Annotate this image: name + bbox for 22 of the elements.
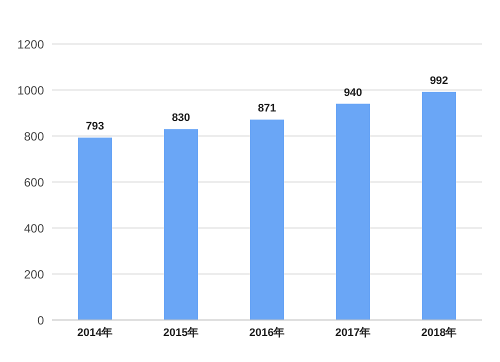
bar <box>336 104 370 320</box>
x-tick-label: 2015年 <box>163 326 199 339</box>
y-tick-label: 0 <box>37 313 44 328</box>
y-tick-label: 1200 <box>17 37 44 52</box>
y-tick-label: 800 <box>24 129 44 144</box>
y-tick-label: 200 <box>24 267 44 282</box>
data-label: 992 <box>430 74 448 87</box>
bar <box>422 92 456 320</box>
x-tick-label: 2016年 <box>249 326 285 339</box>
y-tick-label: 600 <box>24 175 44 190</box>
data-label: 793 <box>86 120 104 133</box>
y-tick-label: 400 <box>24 221 44 236</box>
x-tick-label: 2018年 <box>421 326 457 339</box>
x-tick-label: 2017年 <box>335 326 371 339</box>
data-label: 871 <box>258 102 276 115</box>
bar <box>164 129 198 320</box>
bar <box>250 120 284 320</box>
x-tick-label: 2014年 <box>77 326 113 339</box>
data-label: 830 <box>172 112 190 124</box>
data-label: 940 <box>344 86 362 99</box>
y-tick-label: 1000 <box>17 83 44 98</box>
bar <box>78 138 112 320</box>
